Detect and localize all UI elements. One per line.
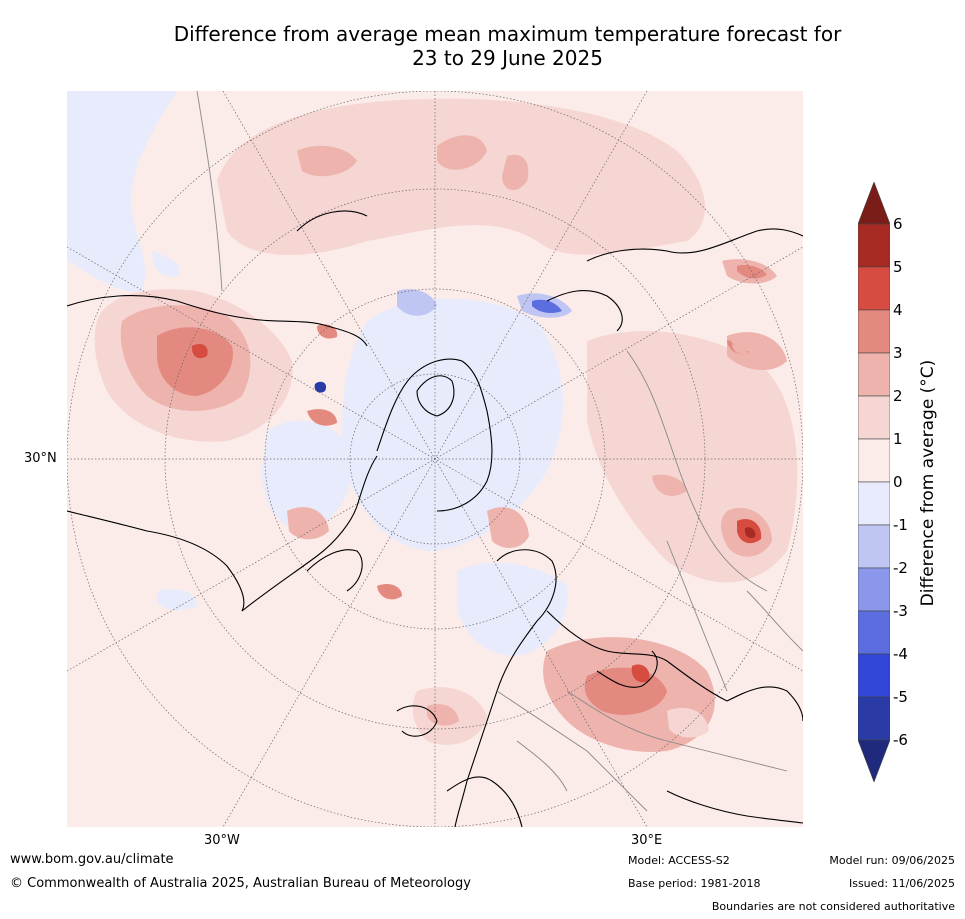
coastlines: [67, 210, 803, 827]
title-line-1: Difference from average mean maximum tem…: [173, 22, 842, 46]
footer-model-run: Model run: 09/06/2025: [829, 854, 955, 867]
cold-spot-kara: [532, 299, 562, 314]
warm-patch: [502, 154, 529, 191]
cool-patch: [152, 251, 180, 277]
warm-patch: [727, 333, 772, 353]
colorbar: [858, 182, 890, 782]
colorbar-tick: 0: [893, 473, 903, 491]
colorbar-tick: -2: [893, 559, 908, 577]
colorbar-tick: -6: [893, 731, 908, 749]
colorbar-bin: [858, 223, 890, 268]
warm-patch: [287, 507, 329, 540]
map-panel[interactable]: [67, 91, 803, 827]
colorbar-bin: [858, 438, 890, 483]
colorbar-bin: [858, 524, 890, 569]
colorbar-bin: [858, 266, 890, 311]
footer-issued: Issued: 11/06/2025: [848, 877, 955, 890]
colorbar-bin: [858, 352, 890, 397]
colorbar-bin: [858, 696, 890, 741]
colorbar-bin: [858, 395, 890, 440]
colorbar-tick: -3: [893, 602, 908, 620]
colorbar-max-extension: [858, 182, 890, 225]
colorbar-bin: [858, 481, 890, 526]
colorbar-tick: 5: [893, 258, 903, 276]
hot-spot-mongolia: [744, 527, 756, 538]
footer-disclaimer: Boundaries are not considered authoritat…: [711, 900, 955, 913]
warm-anomaly-arctic-ocean: [217, 98, 706, 255]
warm-patch: [667, 707, 709, 738]
country-boundaries: [196, 91, 803, 812]
warm-patch: [437, 135, 487, 170]
graticule: [67, 91, 803, 827]
colorbar-tick: 4: [893, 301, 903, 319]
cool-patch: [157, 589, 197, 611]
warm-patch: [652, 474, 687, 496]
cool-patch: [262, 420, 353, 531]
colorbar-tick: -4: [893, 645, 908, 663]
hot-spot-caspian: [631, 664, 650, 683]
colorbar-tick: -5: [893, 688, 908, 706]
footer-website[interactable]: www.bom.gov.au/climate: [10, 852, 174, 867]
colorbar-title: Difference from average (°C): [918, 359, 938, 607]
colorbar-bin: [858, 653, 890, 698]
colorbar-tick: 1: [893, 430, 903, 448]
hot-spot-alaska: [191, 344, 208, 359]
warm-patch: [307, 409, 337, 426]
cool-anomaly-nw: [67, 91, 177, 292]
title-line-2: 23 to 29 June 2025: [412, 46, 603, 70]
footer-model: Model: ACCESS-S2: [628, 854, 730, 867]
colorbar-bin: [858, 610, 890, 655]
anomaly-map: [67, 91, 803, 827]
colorbar-tick: -1: [893, 516, 908, 534]
lon-label-30e: 30°E: [631, 833, 663, 848]
colorbar-tick: 3: [893, 344, 903, 362]
colorbar-bin: [858, 567, 890, 612]
footer-copyright: © Commonwealth of Australia 2025, Austra…: [10, 876, 471, 891]
lon-label-30w: 30°W: [204, 833, 240, 848]
colorbar-tick: 2: [893, 387, 903, 405]
colorbar-min-extension: [858, 739, 890, 782]
warm-patch: [297, 145, 357, 177]
cool-anomaly-arctic: [342, 298, 564, 551]
chart-title: Difference from average mean maximum tem…: [60, 22, 955, 70]
cool-patch: [397, 289, 437, 316]
lat-label-30n: 30°N: [24, 451, 57, 466]
warm-patch: [427, 704, 459, 726]
warm-patch: [487, 507, 529, 548]
warm-patch: [157, 327, 233, 396]
warm-patch: [377, 584, 402, 600]
cold-spot-canada: [314, 381, 327, 393]
footer-base-period: Base period: 1981-2018: [628, 877, 761, 890]
colorbar-bin: [858, 309, 890, 354]
colorbar-tick: 6: [893, 215, 903, 233]
cool-anomaly-scandinavia: [457, 562, 568, 656]
